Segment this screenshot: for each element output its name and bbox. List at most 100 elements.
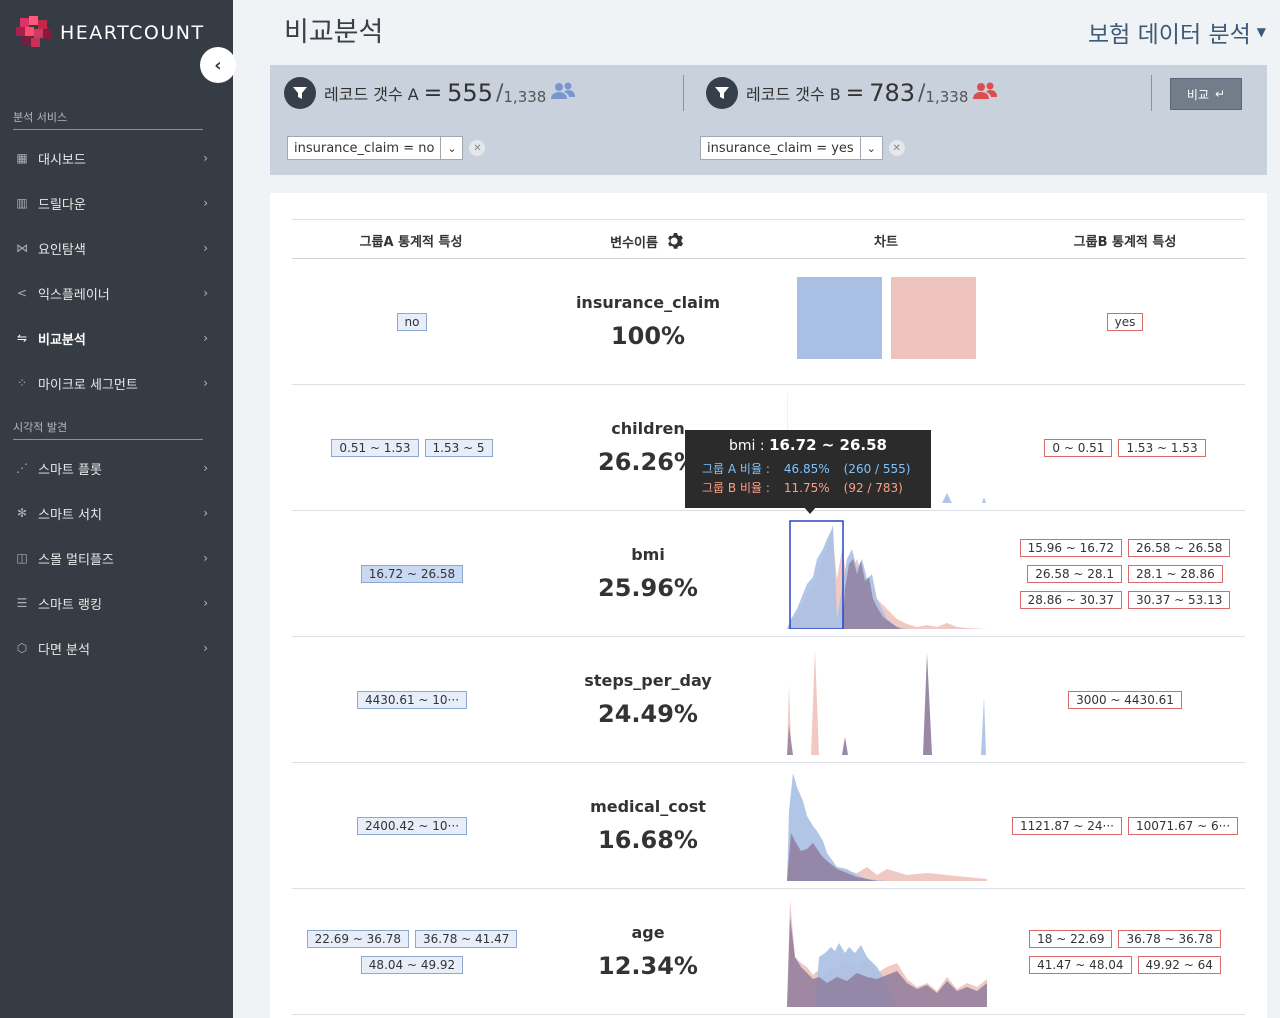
sidebar-item-factor[interactable]: ⋈ 요인탐색 › [13,236,208,260]
group-b-tag[interactable]: 18 ~ 22.69 [1029,929,1113,948]
distribution-chart[interactable] [787,645,987,755]
group-b-tag[interactable]: 3000 ~ 4430.61 [1068,690,1182,709]
sidebar-item-drilldown[interactable]: ▥ 드릴다운 › [13,191,208,215]
tooltip-range: 16.72 ~ 26.58 [769,436,887,454]
slash: / [918,80,926,106]
comparison-table: 그룹A 통계적 특성 변수이름 차트 그룹B 통계적 특성 no insuranc… [270,193,1267,1018]
dataset-select-label: 보험 데이터 분석 [1088,22,1251,48]
sidebar-item-label: 익스플레이너 [38,287,110,303]
group-b-tag[interactable]: 15.96 ~ 16.72 [1019,538,1122,557]
group-b-tags: 3000 ~ 4430.61 [1005,637,1245,762]
group-b-tag[interactable]: 26.58 ~ 28.1 [1027,564,1122,583]
group-b-tag[interactable]: 10071.67 ~ 6··· [1128,816,1239,835]
table-row[interactable]: 4430.61 ~ 10··· steps_per_day 24.49% 3000 ~… [292,637,1245,763]
group-a-tag[interactable]: 48.04 ~ 49.92 [360,955,464,974]
compare-button[interactable]: 비교 ↵ [1170,78,1242,110]
caret-down-icon: ▼ [1256,25,1266,39]
chevron-left-icon: ‹ [214,54,222,76]
tooltip-a-frac: (260 / 555) [843,462,911,476]
slash: / [495,80,504,106]
chevron-right-icon: › [203,596,208,610]
filter-select-a-value: insurance_claim = no [294,140,435,156]
sidebar-collapse-button[interactable]: ‹ [200,47,236,83]
sidebar-item-smart-search[interactable]: ✻ 스마트 서치 › [13,501,208,525]
chevron-down-icon[interactable]: ⌄ [859,137,882,159]
sidebar-item-multi-analysis[interactable]: ⬡ 다면 분석 › [13,636,208,660]
table-row[interactable]: 0.51 ~ 1.53 1.53 ~ 5 children 26.26% 0 ~ 0.5… [292,385,1245,511]
distribution-chart[interactable] [787,393,987,503]
count-label-b: 레코드 갯수 B [746,85,841,104]
variable-score: 24.49% [598,700,698,728]
distribution-chart[interactable] [787,897,987,1007]
filter-chip-b: insurance_claim = yes ⌄ ✕ [700,136,905,160]
table-row[interactable]: 16.72 ~ 26.58 bmi 25.96% 15.96 ~ 16.72 26.58… [292,511,1245,637]
group-a-tag[interactable]: 0.51 ~ 1.53 [331,438,419,457]
filter-funnel-icon[interactable] [706,77,738,109]
chevron-right-icon: › [203,286,208,300]
group-b-tag[interactable]: 36.78 ~ 36.78 [1118,929,1221,948]
variable-cell: insurance_claim 100% [562,259,734,384]
filter-funnel-icon[interactable] [284,77,316,109]
sidebar-item-segment[interactable]: ⁘ 마이크로 세그먼트 › [13,371,208,395]
group-b-tags: 18 ~ 22.69 36.78 ~ 36.78 41.47 ~ 48.04 49.9… [1005,889,1245,1014]
chevron-down-icon[interactable]: ⌄ [440,137,462,159]
sidebar-item-label: 다면 분석 [38,642,90,658]
group-b-tag[interactable]: 0 ~ 0.51 [1044,438,1113,457]
group-b-tag[interactable]: 28.1 ~ 28.86 [1128,564,1223,583]
variable-score: 12.34% [598,952,698,980]
group-b-tag[interactable]: 49.92 ~ 64 [1137,955,1221,974]
ranking-icon: ☰ [16,596,28,610]
sidebar-item-dashboard[interactable]: ▦ 대시보드 › [13,146,208,170]
section-label-analysis: 분석 서비스 [13,111,68,124]
group-a-tag[interactable]: 2400.42 ~ 10··· [356,816,468,835]
sidebar-item-smart-plot[interactable]: ⋰ 스마트 플롯 › [13,456,208,480]
heartcount-logo-icon [16,16,54,50]
group-a-tag[interactable]: 16.72 ~ 26.58 [360,564,464,583]
group-a-tag[interactable]: 36.78 ~ 41.47 [415,929,518,948]
group-b-tag[interactable]: 30.37 ~ 53.13 [1128,590,1231,609]
sidebar-item-label: 비교분석 [38,332,86,348]
distribution-chart[interactable] [787,519,987,629]
sidebar-item-explainer[interactable]: < 익스플레이너 › [13,281,208,305]
header-variable-label: 변수이름 [610,235,658,251]
group-a-tag[interactable]: 22.69 ~ 36.78 [306,929,409,948]
multi-icon: ⬡ [16,641,28,655]
count-a: 555 [447,79,493,107]
sidebar-item-smart-ranking[interactable]: ☰ 스마트 랭킹 › [13,591,208,615]
brand-logo[interactable]: HEARTCOUNT [16,16,205,50]
gear-icon[interactable] [664,231,684,251]
distribution-chart[interactable] [787,267,987,377]
group-b-tag[interactable]: 26.58 ~ 26.58 [1128,538,1231,557]
group-b-tag[interactable]: 1121.87 ~ 24··· [1011,816,1122,835]
chevron-right-icon: › [203,641,208,655]
variable-name: insurance_claim [575,293,721,312]
distribution-chart[interactable] [787,771,987,881]
table-row[interactable]: no insurance_claim 100% yes [292,259,1245,385]
clear-filter-b-icon[interactable]: ✕ [888,140,905,156]
chevron-right-icon: › [203,506,208,520]
variable-cell: medical_cost 16.68% [562,763,734,888]
group-b-tag[interactable]: 41.47 ~ 48.04 [1029,955,1132,974]
total-a: 1,338 [503,88,547,106]
dataset-select[interactable]: 보험 데이터 분석 ▼ [1088,15,1266,49]
sidebar-item-small-multiples[interactable]: ◫ 스몰 멀티플즈 › [13,546,208,570]
people-icon [550,82,576,105]
variable-score: 26.26% [598,448,698,476]
group-a-tag[interactable]: no [396,312,428,331]
table-row[interactable]: 2400.42 ~ 10··· medical_cost 16.68% 1121.87… [292,763,1245,889]
multiples-icon: ◫ [16,551,28,565]
filter-select-a[interactable]: insurance_claim = no ⌄ [287,136,464,160]
group-b-tag[interactable]: yes [1106,312,1144,331]
enter-icon: ↵ [1215,87,1226,101]
group-a-tag[interactable]: 1.53 ~ 5 [424,438,493,457]
clear-filter-a-icon[interactable]: ✕ [469,140,486,156]
group-a-tag[interactable]: 4430.61 ~ 10··· [356,690,468,709]
group-b-tag[interactable]: 1.53 ~ 1.53 [1118,438,1206,457]
sidebar-item-compare[interactable]: ⇋ 비교분석 › [13,326,208,350]
sidebar-item-label: 스마트 랭킹 [38,597,102,613]
filter-select-b[interactable]: insurance_claim = yes ⌄ [700,136,883,160]
table-row[interactable]: 22.69 ~ 36.78 36.78 ~ 41.47 48.04 ~ 49.92 a… [292,889,1245,1015]
group-b-tag[interactable]: 28.86 ~ 30.37 [1019,590,1122,609]
tooltip-arrow [803,506,817,514]
variable-name: age [631,923,665,942]
